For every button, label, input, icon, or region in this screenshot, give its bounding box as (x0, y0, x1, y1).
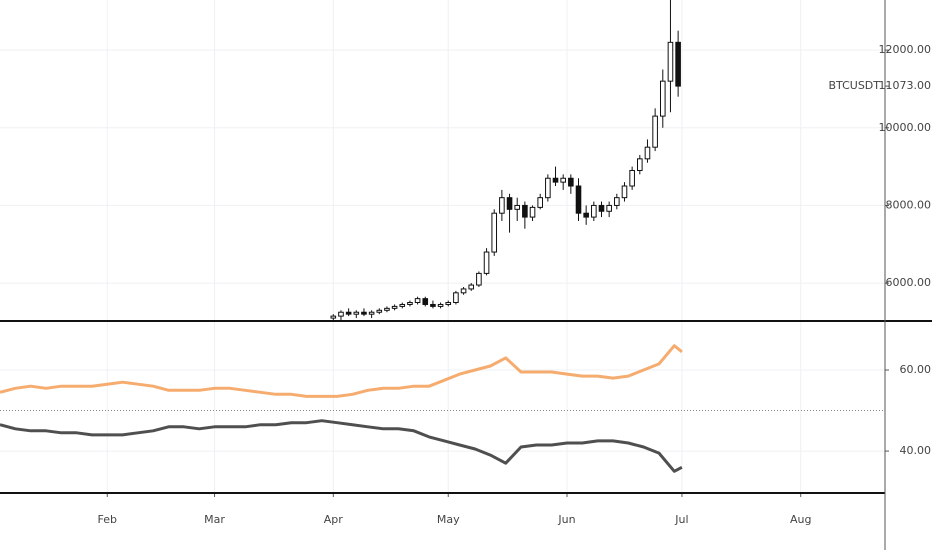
candle-body (506, 197, 513, 210)
candle-body (476, 272, 482, 286)
y-tick-label: 6000.00 (886, 276, 932, 289)
candle-body (338, 311, 344, 317)
candle-body (545, 177, 551, 199)
candle-body (460, 288, 467, 294)
candle-body (361, 311, 367, 315)
candle-body (514, 204, 521, 210)
candle-body (399, 303, 406, 307)
x-tick-label: Aug (790, 513, 811, 526)
y-tick-label: 12000.00 (879, 43, 932, 56)
candle-body (499, 197, 505, 214)
x-tick-label: Apr (324, 513, 344, 526)
series-line (0, 419, 683, 473)
candle-body (376, 309, 383, 313)
candle-body (537, 197, 543, 208)
candle-body (659, 80, 666, 117)
candle-body (621, 185, 628, 199)
candle-body (391, 305, 398, 309)
candle-body (330, 315, 337, 319)
candle-body (414, 298, 421, 304)
candle-body (675, 41, 681, 87)
y-tick-label: 10000.00 (879, 121, 932, 134)
pane (0, 0, 885, 320)
candle-body (644, 146, 651, 160)
candle-body (575, 185, 582, 214)
candle-body (445, 302, 452, 305)
candle-body (491, 212, 498, 253)
y-tick-label: 40.00 (900, 444, 932, 457)
x-tick-label: May (437, 513, 460, 526)
last-price-label: 11073.00 (879, 79, 932, 92)
candle-body (568, 177, 574, 187)
candle-body (606, 204, 612, 212)
y-tick-label: 60.00 (900, 363, 932, 376)
candle-body (560, 177, 566, 183)
candle-body (583, 212, 589, 218)
x-tick-label: Jul (674, 513, 688, 526)
candle-body (430, 303, 436, 307)
y-tick-label: 8000.00 (886, 198, 932, 211)
candle-body (591, 204, 597, 218)
candle-body (353, 311, 360, 315)
symbol-label: BTCUSDT (828, 79, 880, 92)
candle-body (483, 251, 490, 274)
candle-body (422, 298, 429, 305)
candle-body (345, 311, 352, 315)
candle-body (522, 204, 528, 218)
candle-body (384, 307, 390, 311)
candle-body (453, 292, 459, 304)
candle-body (468, 284, 475, 290)
candle-body (629, 169, 635, 187)
x-tick-label: Feb (98, 513, 117, 526)
candle-body (552, 177, 559, 183)
candle-body (614, 197, 620, 206)
candle-body (368, 311, 375, 315)
candle-body (652, 115, 658, 148)
pane (0, 322, 885, 492)
candle-body (437, 303, 444, 307)
candle-body (407, 302, 413, 305)
candle-body (598, 204, 605, 212)
candle-body (529, 206, 536, 218)
candle-body (637, 158, 643, 171)
x-tick-label: Jun (557, 513, 575, 526)
series-line (0, 344, 683, 398)
candle-body (667, 41, 674, 82)
x-tick-label: Mar (204, 513, 225, 526)
